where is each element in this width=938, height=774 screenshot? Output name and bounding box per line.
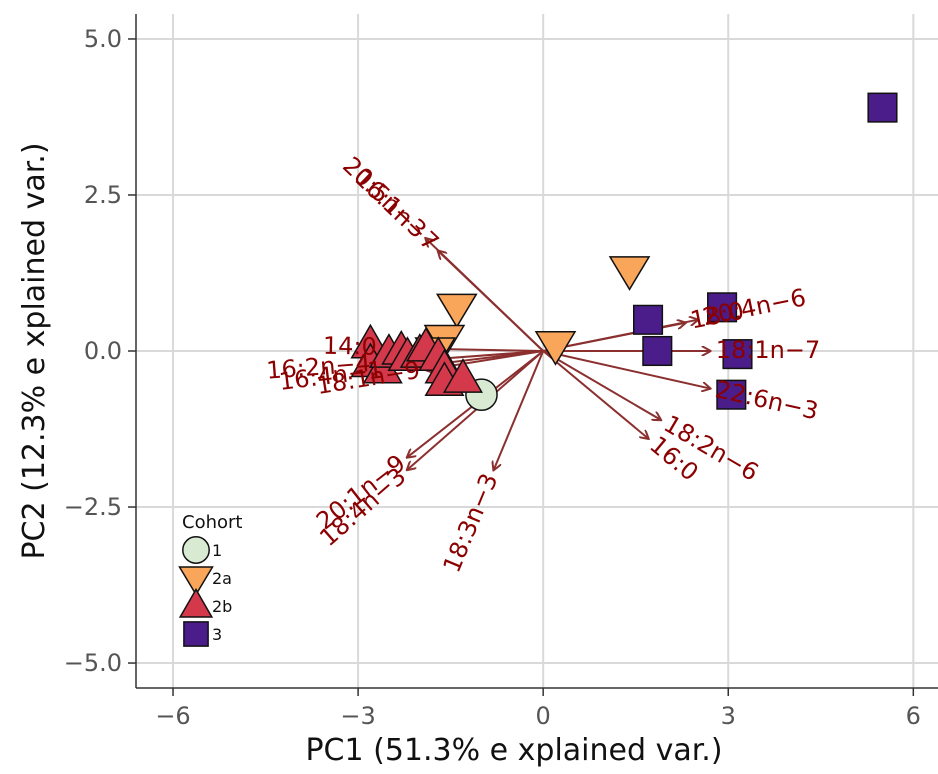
y-tick-label: 5.0 xyxy=(84,25,122,53)
y-tick-label: −5.0 xyxy=(64,649,122,677)
data-point-cohort-3 xyxy=(707,292,738,323)
legend-key-1 xyxy=(182,536,210,564)
data-point-cohort-3 xyxy=(632,304,664,335)
x-tick-label: −3 xyxy=(340,702,375,730)
legend-label: 1 xyxy=(212,541,222,560)
loading-label: 18:1n−7 xyxy=(716,336,820,364)
x-tick-label: 0 xyxy=(536,702,551,730)
y-tick-label: −2.5 xyxy=(64,493,122,521)
data-point-cohort-2a xyxy=(435,293,478,329)
legend-key-3 xyxy=(183,621,209,647)
loading-arrow xyxy=(438,251,544,352)
data-points xyxy=(350,92,898,412)
loading-arrow xyxy=(542,320,697,352)
x-tick-label: −6 xyxy=(155,702,190,730)
data-point-cohort-3 xyxy=(722,339,753,370)
legend-label: 2a xyxy=(212,569,232,588)
y-tick-label: 0.0 xyxy=(84,337,122,365)
x-tick-label: 3 xyxy=(721,702,736,730)
loading-arrow xyxy=(542,350,710,388)
x-axis-title: PC1 (51.3% e xplained var.) xyxy=(305,733,722,768)
y-tick-label: 2.5 xyxy=(84,181,122,209)
legend-key-2a xyxy=(178,566,214,596)
loading-arrow xyxy=(542,350,660,420)
legend: Cohort 1 2a 2b 3 xyxy=(178,512,242,647)
axes: −6 −3 0 3 6 −5.0 −2.5 0.0 2.5 5.0 xyxy=(64,14,938,730)
data-point-cohort-2b xyxy=(442,358,483,393)
loading-arrow xyxy=(494,350,545,470)
loading-arrow xyxy=(407,350,544,470)
legend-key-2b xyxy=(178,587,214,618)
legend-label: 2b xyxy=(212,597,232,616)
legend-title: Cohort xyxy=(182,512,242,533)
data-point-cohort-3 xyxy=(642,335,673,367)
data-point-cohort-2a xyxy=(534,331,577,366)
x-tick-label: 6 xyxy=(906,702,921,730)
data-point-cohort-2a xyxy=(608,256,651,291)
loading-label: 14:0 xyxy=(323,332,377,361)
loading-arrow xyxy=(542,350,648,438)
y-axis-title: PC2 (12.3% e xplained var.) xyxy=(17,142,52,559)
data-point-cohort-3 xyxy=(716,379,747,410)
data-point-cohort-3 xyxy=(867,92,898,123)
legend-label: 3 xyxy=(212,625,222,644)
